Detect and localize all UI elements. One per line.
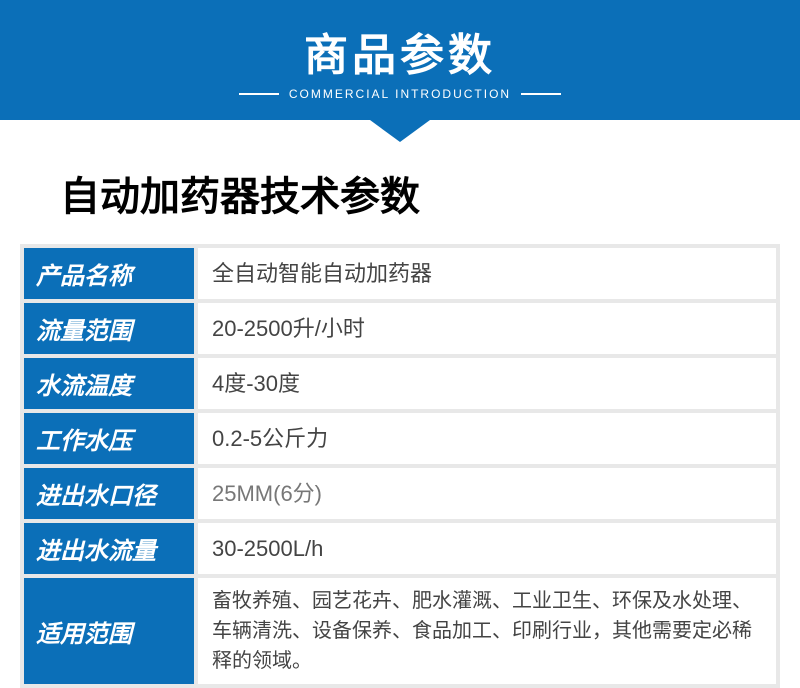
spec-label: 进出水口径 bbox=[24, 468, 194, 519]
table-row: 适用范围畜牧养殖、园艺花卉、肥水灌溉、工业卫生、环保及水处理、车辆清洗、设备保养… bbox=[24, 578, 776, 684]
banner-subtitle: COMMERCIAL INTRODUCTION bbox=[289, 87, 511, 101]
spec-table-wrap: 产品名称全自动智能自动加药器流量范围20-2500升/小时水流温度4度-30度工… bbox=[0, 244, 800, 688]
table-row: 产品名称全自动智能自动加药器 bbox=[24, 248, 776, 299]
table-row: 流量范围20-2500升/小时 bbox=[24, 303, 776, 354]
spec-label: 工作水压 bbox=[24, 413, 194, 464]
spec-value: 20-2500升/小时 bbox=[198, 303, 776, 354]
spec-label: 产品名称 bbox=[24, 248, 194, 299]
down-pointer-icon bbox=[370, 120, 430, 142]
spec-value: 0.2-5公斤力 bbox=[198, 413, 776, 464]
divider-right bbox=[521, 93, 561, 95]
spec-value: 4度-30度 bbox=[198, 358, 776, 409]
table-row: 进出水流量30-2500L/h bbox=[24, 523, 776, 574]
divider-left bbox=[239, 93, 279, 95]
spec-label: 进出水流量 bbox=[24, 523, 194, 574]
spec-value: 30-2500L/h bbox=[198, 523, 776, 574]
spec-label: 流量范围 bbox=[24, 303, 194, 354]
spec-value: 全自动智能自动加药器 bbox=[198, 248, 776, 299]
spec-table: 产品名称全自动智能自动加药器流量范围20-2500升/小时水流温度4度-30度工… bbox=[20, 244, 780, 688]
spec-value: 畜牧养殖、园艺花卉、肥水灌溉、工业卫生、环保及水处理、车辆清洗、设备保养、食品加… bbox=[198, 578, 776, 684]
table-row: 工作水压0.2-5公斤力 bbox=[24, 413, 776, 464]
spec-label: 适用范围 bbox=[24, 578, 194, 684]
table-row: 进出水口径25MM(6分) bbox=[24, 468, 776, 519]
spec-value: 25MM(6分) bbox=[198, 468, 776, 519]
banner-header: 商品参数 COMMERCIAL INTRODUCTION bbox=[0, 0, 800, 120]
banner-title: 商品参数 bbox=[304, 19, 496, 83]
section-title: 自动加药器技术参数 bbox=[0, 142, 800, 244]
banner-subtitle-wrap: COMMERCIAL INTRODUCTION bbox=[239, 87, 561, 101]
table-row: 水流温度4度-30度 bbox=[24, 358, 776, 409]
spec-label: 水流温度 bbox=[24, 358, 194, 409]
